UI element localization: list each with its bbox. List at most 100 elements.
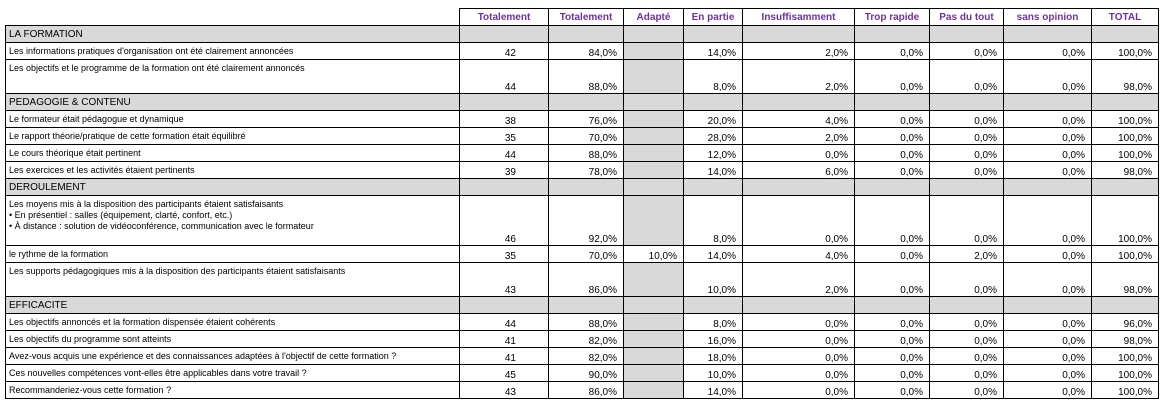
section-filler-cell	[548, 25, 624, 43]
cell-total: 100,0%	[1091, 144, 1159, 162]
cell-trop-rapide: 0,0%	[854, 110, 930, 128]
cell-pas-du-tout: 0,0%	[929, 364, 1004, 382]
cell-insuffisamment: 0,0%	[742, 195, 855, 246]
row-question-label: Le cours théorique était pertinent	[9, 147, 141, 158]
cell-sans-opinion: 0,0%	[1003, 144, 1092, 162]
cell-trop-rapide: 0,0%	[854, 127, 930, 145]
header-sans-opinion: sans opinion	[1003, 8, 1092, 26]
cell-insuffisamment: 2,0%	[742, 127, 855, 145]
section-header-row: EFFICACITE	[5, 296, 1159, 314]
cell-total: 98,0%	[1091, 161, 1159, 179]
cell-adapte	[623, 313, 684, 331]
section-filler-cell	[929, 93, 1004, 111]
cell-pas-du-tout: 0,0%	[929, 381, 1004, 399]
section-filler-cell	[929, 25, 1004, 43]
table-row: Le formateur était pédagogue et dynamiqu…	[5, 110, 1159, 128]
cell-insuffisamment: 0,0%	[742, 364, 855, 382]
cell-totalement-pct: 86,0%	[548, 262, 624, 297]
header-totalement-count: Totalement	[459, 8, 549, 26]
cell-insuffisamment: 2,0%	[742, 59, 855, 94]
table-row: Les objectifs annoncés et la formation d…	[5, 313, 1159, 331]
row-question-label: Les moyens mis à la disposition des part…	[9, 199, 314, 231]
header-total: TOTAL	[1091, 8, 1159, 26]
cell-count: 43	[459, 262, 549, 297]
cell-insuffisamment: 0,0%	[742, 347, 855, 365]
cell-adapte	[623, 330, 684, 348]
row-question-cell: Les exercices et les activités étaient p…	[5, 161, 460, 179]
cell-total: 100,0%	[1091, 42, 1159, 60]
cell-total: 98,0%	[1091, 330, 1159, 348]
cell-en-partie: 8,0%	[683, 59, 743, 94]
cell-en-partie: 12,0%	[683, 144, 743, 162]
cell-count: 42	[459, 42, 549, 60]
evaluation-table: Totalement Totalement Adapté En partie I…	[5, 8, 1159, 399]
row-question-label: Les objectifs annoncés et la formation d…	[9, 316, 276, 327]
row-question-label: le rythme de la formation	[9, 248, 109, 259]
cell-pas-du-tout: 2,0%	[929, 245, 1004, 263]
cell-en-partie: 14,0%	[683, 42, 743, 60]
cell-sans-opinion: 0,0%	[1003, 364, 1092, 382]
cell-trop-rapide: 0,0%	[854, 313, 930, 331]
cell-adapte	[623, 59, 684, 94]
cell-sans-opinion: 0,0%	[1003, 110, 1092, 128]
row-question-label: Le formateur était pédagogue et dynamiqu…	[9, 113, 184, 124]
cell-insuffisamment: 0,0%	[742, 144, 855, 162]
header-trop-rapide: Trop rapide	[854, 8, 930, 26]
section-filler-cell	[1003, 296, 1092, 314]
table-body: LA FORMATION Les informations pratiques d…	[5, 25, 1159, 399]
header-blank-cell	[5, 8, 460, 26]
cell-adapte	[623, 195, 684, 246]
cell-sans-opinion: 0,0%	[1003, 381, 1092, 399]
cell-totalement-pct: 86,0%	[548, 381, 624, 399]
cell-en-partie: 10,0%	[683, 262, 743, 297]
row-question-cell: Les moyens mis à la disposition des part…	[5, 195, 460, 246]
cell-pas-du-tout: 0,0%	[929, 262, 1004, 297]
row-question-cell: Les supports pédagogiques mis à la dispo…	[5, 262, 460, 297]
cell-en-partie: 14,0%	[683, 245, 743, 263]
cell-pas-du-tout: 0,0%	[929, 59, 1004, 94]
cell-en-partie: 8,0%	[683, 195, 743, 246]
section-title: DEROULEMENT	[5, 178, 460, 196]
section-filler-cell	[623, 25, 684, 43]
cell-adapte	[623, 262, 684, 297]
cell-pas-du-tout: 0,0%	[929, 110, 1004, 128]
row-question-cell: Ces nouvelles compétences vont-elles êtr…	[5, 364, 460, 382]
cell-adapte	[623, 127, 684, 145]
row-question-label: Les supports pédagogiques mis à la dispo…	[9, 266, 346, 276]
section-filler-cell	[929, 296, 1004, 314]
cell-totalement-pct: 76,0%	[548, 110, 624, 128]
cell-sans-opinion: 0,0%	[1003, 195, 1092, 246]
section-filler-cell	[683, 93, 743, 111]
cell-pas-du-tout: 0,0%	[929, 127, 1004, 145]
row-question-label: Les objectifs et le programme de la form…	[9, 63, 305, 73]
cell-pas-du-tout: 0,0%	[929, 144, 1004, 162]
section-title: PEDAGOGIE & CONTENU	[5, 93, 460, 111]
section-header-row: DEROULEMENT	[5, 178, 1159, 196]
row-question-label: Les objectifs du programme sont atteints	[9, 333, 172, 344]
cell-total: 100,0%	[1091, 347, 1159, 365]
section-filler-cell	[1003, 93, 1092, 111]
section-filler-cell	[1091, 178, 1159, 196]
section-filler-cell	[742, 25, 855, 43]
cell-count: 46	[459, 195, 549, 246]
cell-adapte	[623, 110, 684, 128]
cell-totalement-pct: 78,0%	[548, 161, 624, 179]
row-question-cell: Le cours théorique était pertinent	[5, 144, 460, 162]
table-row: Le cours théorique était pertinent 44 88,0…	[5, 144, 1159, 162]
row-question-label: Recommanderiez-vous cette formation ?	[9, 384, 172, 395]
cell-pas-du-tout: 0,0%	[929, 313, 1004, 331]
cell-total: 100,0%	[1091, 364, 1159, 382]
section-filler-cell	[1091, 296, 1159, 314]
table-row: Ces nouvelles compétences vont-elles êtr…	[5, 364, 1159, 382]
cell-en-partie: 10,0%	[683, 364, 743, 382]
cell-count: 41	[459, 347, 549, 365]
row-question-cell: Les informations pratiques d'organisatio…	[5, 42, 460, 60]
cell-sans-opinion: 0,0%	[1003, 347, 1092, 365]
section-filler-cell	[459, 178, 549, 196]
row-question-cell: Les objectifs et le programme de la form…	[5, 59, 460, 94]
cell-en-partie: 20,0%	[683, 110, 743, 128]
section-filler-cell	[459, 296, 549, 314]
cell-insuffisamment: 4,0%	[742, 110, 855, 128]
cell-count: 44	[459, 59, 549, 94]
cell-sans-opinion: 0,0%	[1003, 59, 1092, 94]
